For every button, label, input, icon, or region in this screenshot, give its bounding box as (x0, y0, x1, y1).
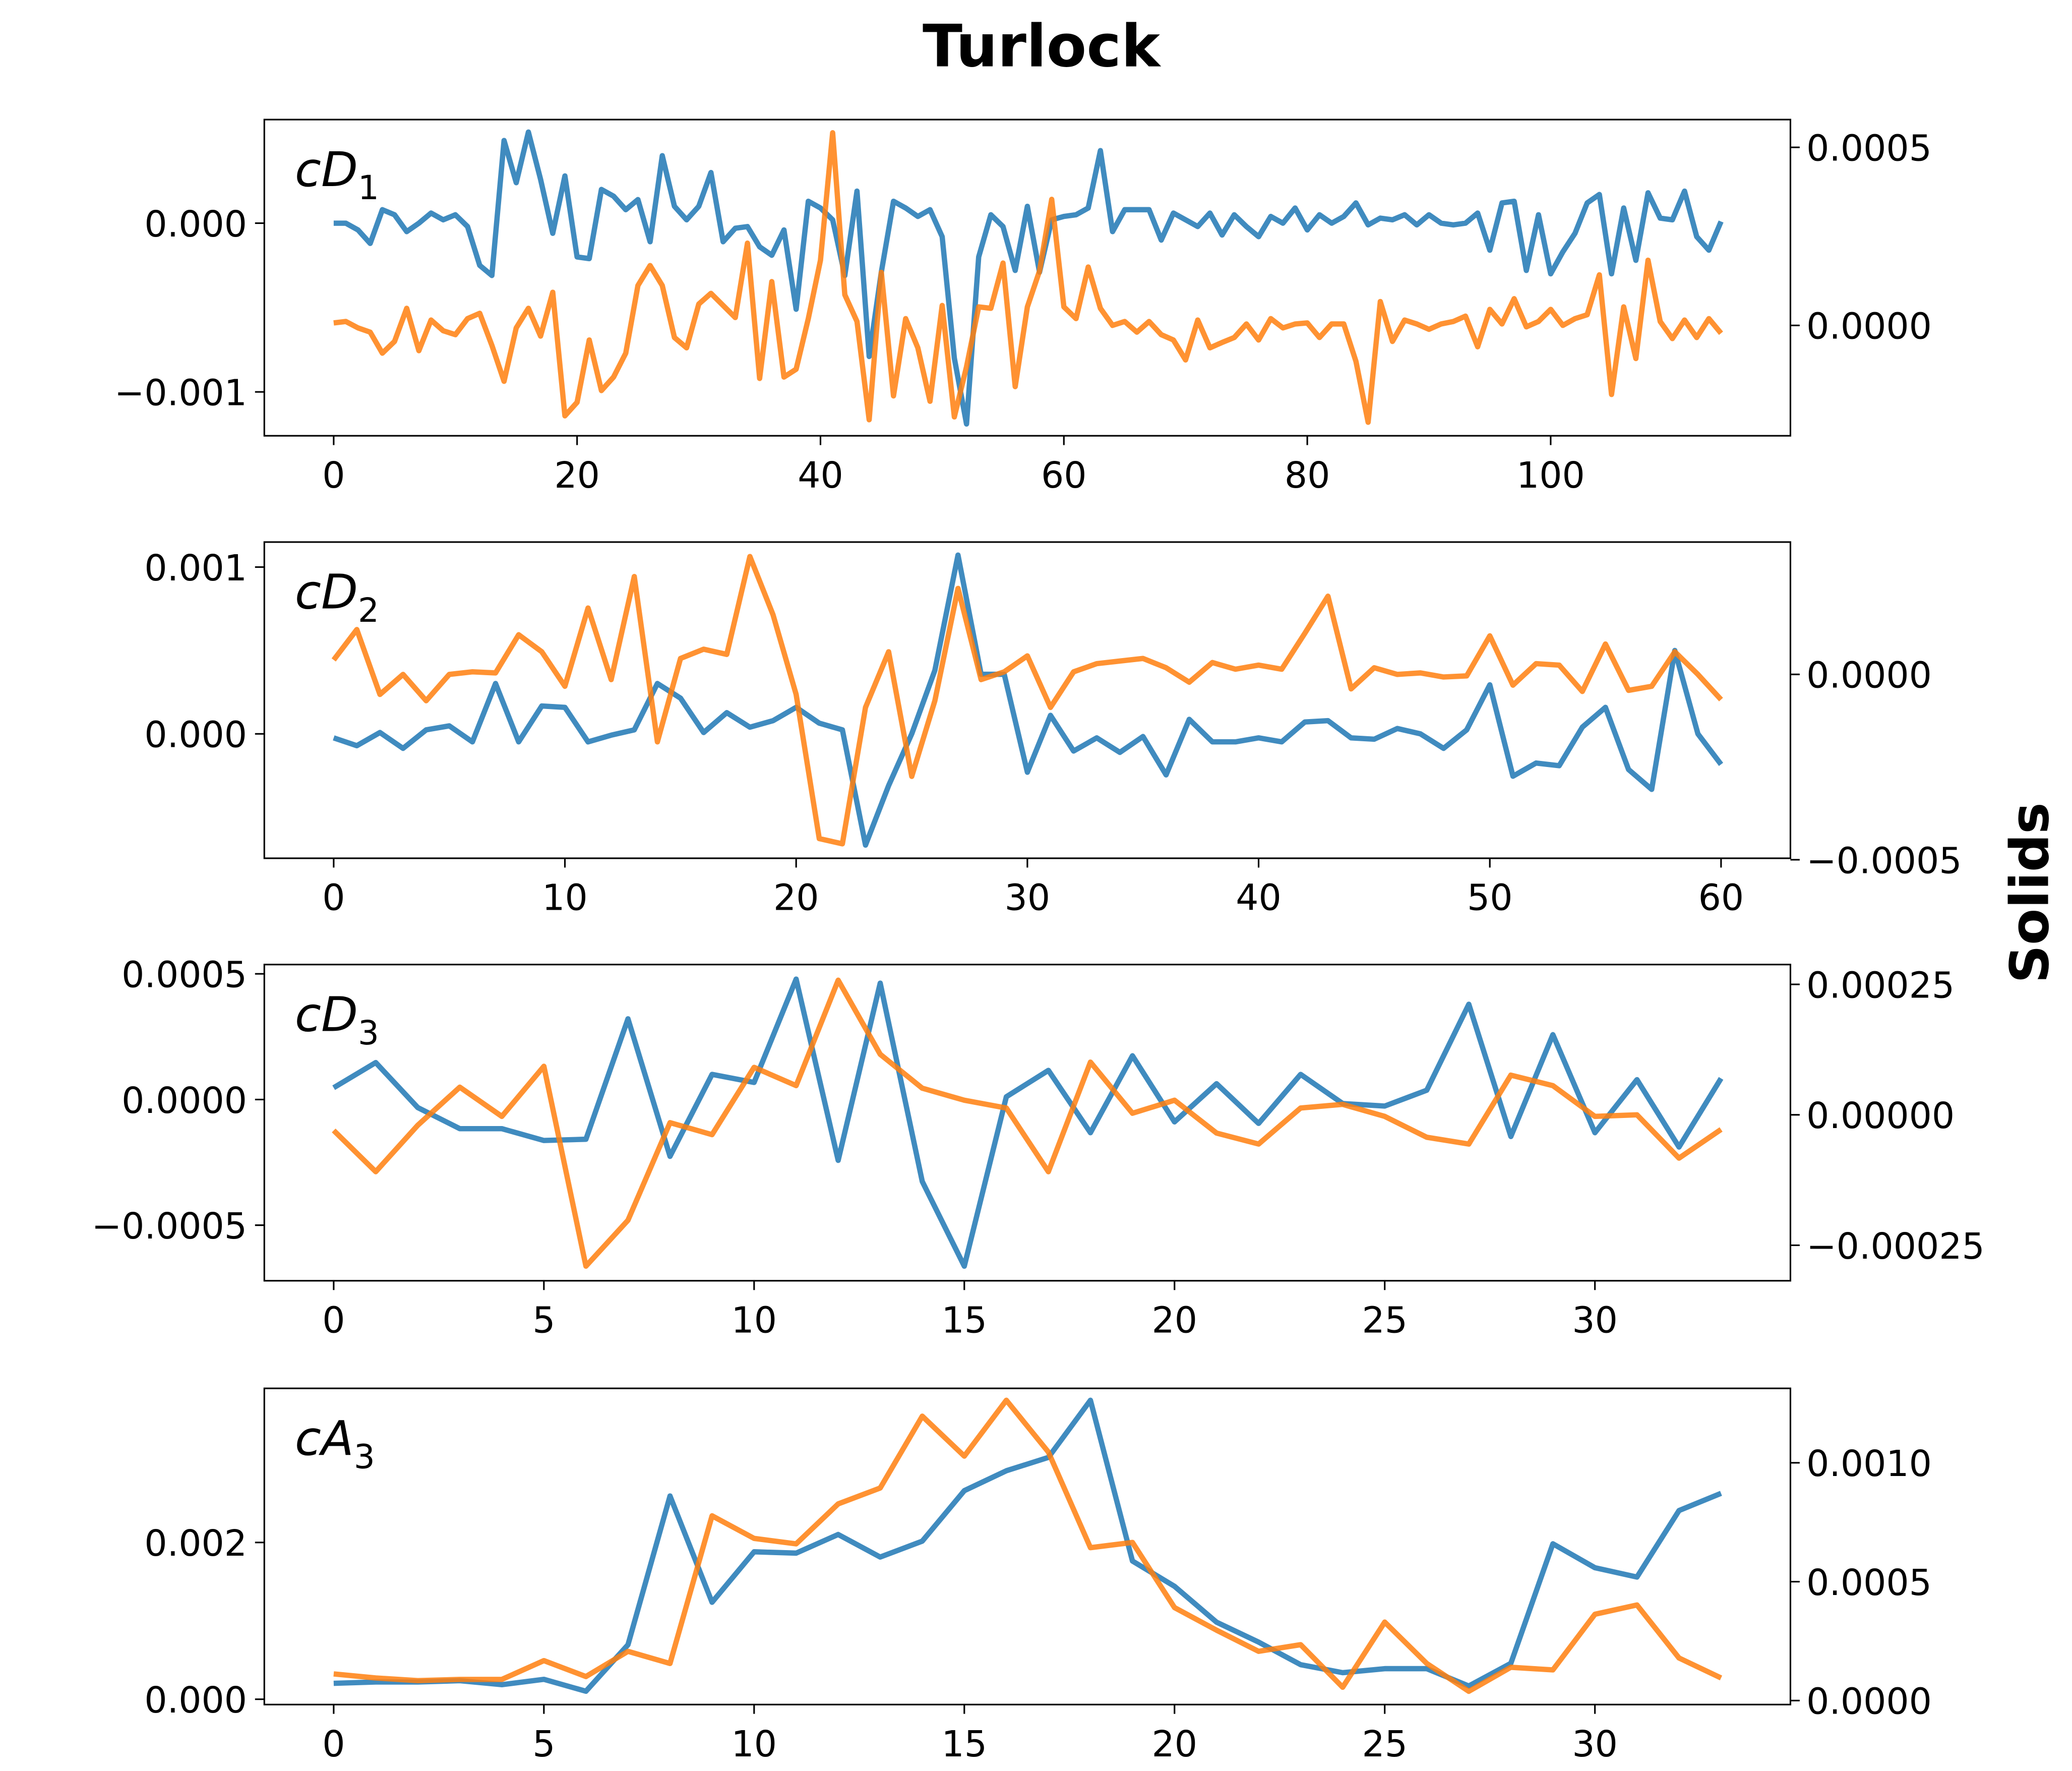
x-tick-label: 30 (1572, 1300, 1618, 1341)
y-tick-label: 0.002 (144, 1522, 247, 1564)
x-tick-label: 100 (1516, 454, 1585, 496)
panel-label: cA3 (295, 1411, 375, 1476)
x-tick-label: 0 (322, 1300, 345, 1341)
y2-tick-label: 0.0000 (1806, 1681, 1932, 1723)
y2-tick-label: −0.00025 (1806, 1225, 1985, 1267)
y2-tick-label: 0.0000 (1806, 655, 1932, 696)
x-tick-label: 10 (732, 1300, 777, 1341)
panel-label: cD2 (295, 565, 379, 630)
data-line (332, 977, 1723, 1269)
axes-frame (263, 964, 1792, 1282)
y2-tick-label: 0.0000 (1806, 306, 1932, 347)
y-tick-label: 0.000 (144, 714, 247, 756)
y2-tick-label: 0.0005 (1806, 128, 1932, 169)
x-tick-label: 25 (1362, 1723, 1408, 1765)
data-line (332, 976, 1724, 1269)
data-line (333, 1397, 1722, 1694)
panel-label-subscript: 1 (358, 168, 379, 207)
y2-axis-label: Solids (1999, 802, 2061, 983)
x-tick-label: 0 (322, 1723, 345, 1765)
x-tick-label: 80 (1285, 454, 1330, 496)
y2-tick-label: 0.0005 (1806, 1562, 1932, 1604)
x-tick-label: 20 (554, 454, 600, 496)
data-line (331, 554, 1723, 847)
x-tick-label: 30 (1005, 877, 1051, 919)
panel-label: cD1 (295, 142, 379, 207)
x-tick-label: 40 (1236, 877, 1282, 919)
y-tick-label: 0.0005 (121, 954, 247, 996)
panel-label: cD3 (295, 987, 379, 1052)
x-tick-label: 20 (773, 877, 819, 919)
y-tick-label: 0.000 (144, 203, 247, 245)
x-tick-label: 20 (1151, 1723, 1197, 1765)
x-tick-label: 60 (1041, 454, 1087, 496)
panel-label-subscript: 3 (358, 1014, 379, 1052)
x-tick-label: 10 (542, 877, 588, 919)
panel-label-text: cA (295, 1411, 354, 1466)
x-tick-label: 25 (1362, 1300, 1408, 1341)
x-tick-label: 0 (322, 877, 345, 919)
y-tick-label: 0.001 (144, 547, 247, 589)
y2-tick-label: 0.00025 (1806, 964, 1955, 1006)
y2-tick-label: 0.0010 (1806, 1443, 1932, 1485)
x-tick-label: 30 (1572, 1723, 1618, 1765)
y-tick-label: 0.000 (144, 1679, 247, 1721)
x-tick-label: 0 (322, 454, 345, 496)
data-line (333, 552, 1724, 848)
panel-label-subscript: 3 (354, 1437, 375, 1476)
x-tick-label: 20 (1151, 1300, 1197, 1341)
x-tick-label: 5 (532, 1723, 555, 1765)
axes-frame (263, 541, 1792, 859)
x-tick-label: 60 (1698, 877, 1744, 919)
x-tick-label: 40 (798, 454, 843, 496)
y-tick-label: −0.0005 (92, 1205, 247, 1247)
x-tick-label: 15 (942, 1723, 988, 1765)
data-line (333, 1397, 1723, 1694)
y2-tick-label: −0.0005 (1806, 840, 1962, 881)
y-tick-label: 0.0000 (121, 1080, 247, 1121)
axes-frame (263, 1387, 1792, 1705)
data-line (333, 130, 1723, 425)
panel-label-subscript: 2 (358, 591, 379, 630)
data-line (333, 129, 1724, 427)
panel-label-text: cD (295, 565, 358, 620)
x-tick-label: 15 (942, 1300, 988, 1341)
y2-tick-label: 0.00000 (1806, 1095, 1955, 1137)
x-tick-label: 50 (1467, 877, 1513, 919)
panel-label-text: cD (295, 142, 358, 198)
figure-title: Turlock (923, 13, 1162, 81)
y-tick-label: −0.001 (114, 372, 247, 414)
x-tick-label: 10 (732, 1723, 777, 1765)
x-tick-label: 5 (532, 1300, 555, 1341)
axes-frame (263, 119, 1792, 437)
panel-label-text: cD (295, 987, 358, 1042)
